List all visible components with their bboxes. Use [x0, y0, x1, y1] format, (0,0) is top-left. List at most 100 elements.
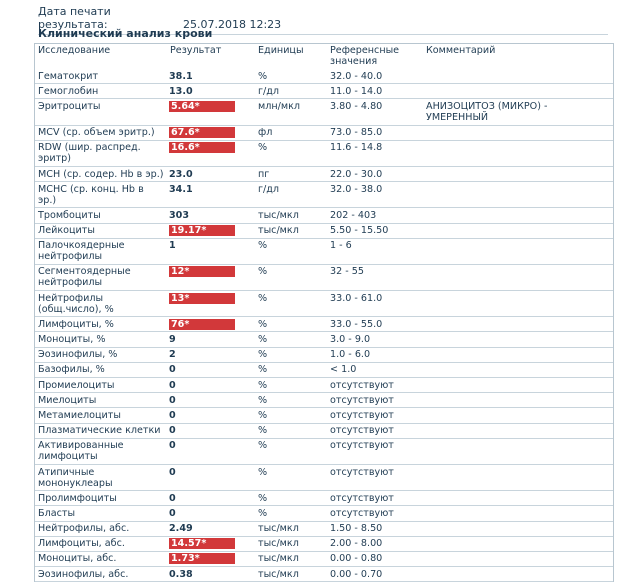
table-row: Лимфоциты, абс. 14.57* тыс/мкл 2.00 - 8.00 [35, 536, 613, 552]
column-header: Единицы [258, 45, 304, 56]
comment [423, 464, 613, 492]
unit: % [255, 505, 327, 522]
table-row: Нейтрофилы, абс. 2.49 тыс/мкл 1.50 - 8.50 [35, 521, 613, 537]
test-name: RDW (шир. распред. эритр) [35, 140, 167, 167]
reference: отсутствуют [327, 377, 423, 394]
result-cell: 0 [167, 362, 255, 379]
unit: % [255, 347, 327, 363]
reference: 22.0 - 30.0 [327, 166, 423, 183]
result-cell: 0 [167, 438, 255, 465]
result-cell: 0.38 [167, 566, 255, 582]
reference: отсутствуют [327, 505, 423, 522]
test-name: Нейтрофилы (общ.число), % [35, 290, 167, 318]
reference: 32.0 - 38.0 [327, 181, 423, 209]
table: Исследование Результат Единицы Референсные … [35, 44, 613, 582]
page: Дата печати результата: 25.07.2018 12:23 … [34, 5, 614, 582]
test-name: Пролимфоциты [35, 490, 167, 507]
column-header: Исследование [38, 45, 111, 56]
test-name: Гемоглобин [35, 83, 167, 100]
result-cell: 23.0 [167, 166, 255, 183]
unit: г/дл [255, 83, 327, 100]
comment [423, 166, 613, 183]
test-name: Базофилы, % [35, 362, 167, 379]
comment [423, 83, 613, 100]
test-name: Палочкоядерные нейтрофилы [35, 238, 167, 265]
table-row: Гемоглобин 13.0 г/дл 11.0 - 14.0 [35, 83, 613, 100]
result: 0.38 [169, 568, 193, 580]
result: 0 [169, 466, 176, 478]
reference: 5.50 - 15.50 [327, 223, 423, 239]
test-name: Моноциты, % [35, 331, 167, 348]
result-cell: 19.17* [167, 223, 255, 239]
comment [423, 316, 613, 333]
test-name: Эритроциты [35, 98, 167, 126]
result-cell: 1.73* [167, 551, 255, 568]
comment [423, 392, 613, 409]
test-name: Атипичные мононуклеары [35, 464, 167, 492]
reference: 1 - 6 [327, 238, 423, 265]
test-name: Миелоциты [35, 392, 167, 409]
comment [423, 438, 613, 465]
result-cell: 14.57* [167, 536, 255, 552]
result-cell: 303 [167, 207, 255, 224]
test-name: Сегментоядерные нейтрофилы [35, 264, 167, 292]
table-row: Метамиелоциты 0% отсутствуют [35, 407, 613, 424]
table-row: Промиелоциты 0% отсутствуют [35, 377, 613, 394]
unit: % [255, 407, 327, 424]
unit: тыс/мкл [255, 207, 327, 224]
reference: 32 - 55 [327, 264, 423, 292]
unit: % [255, 69, 327, 85]
reference: отсутствуют [327, 423, 423, 439]
test-name: Лимфоциты, % [35, 316, 167, 333]
comment [423, 264, 613, 292]
unit: фл [255, 125, 327, 141]
comment [423, 536, 613, 552]
result: 0 [169, 507, 176, 519]
comment [423, 331, 613, 348]
unit: % [255, 362, 327, 379]
test-name: MCH (ср. содер. Hb в эр.) [35, 166, 167, 183]
results-table: Исследование Результат Единицы Референсные … [34, 43, 614, 582]
reference: отсутствуют [327, 490, 423, 507]
result-cell: 0 [167, 407, 255, 424]
result: 1 [169, 240, 176, 252]
unit: % [255, 140, 327, 167]
test-name: MCHC (ср. конц. Hb в эр.) [35, 181, 167, 209]
unit: % [255, 377, 327, 394]
result-cell: 12* [167, 264, 255, 292]
comment [423, 490, 613, 507]
abnormal-result: 5.64* [169, 100, 235, 112]
unit: % [255, 264, 327, 292]
result: 303 [169, 209, 190, 221]
reference: отсутствуют [327, 392, 423, 409]
header-row: Исследование Результат Единицы Референсные … [35, 44, 613, 69]
comment [423, 505, 613, 522]
comment [423, 181, 613, 209]
abnormal-result: 16.6* [169, 142, 235, 154]
test-name: Лимфоциты, абс. [35, 536, 167, 552]
result-cell: 2 [167, 347, 255, 363]
table-row: Моноциты, абс. 1.73* тыс/мкл 0.00 - 0.80 [35, 551, 613, 568]
table-row: Пролимфоциты 0% отсутствуют [35, 490, 613, 507]
result: 23.0 [169, 168, 193, 180]
test-name: Плазматические клетки [35, 423, 167, 439]
date-label: Дата печати результата: [38, 5, 111, 31]
table-row: Активированные лимфоциты 0% отсутствуют [35, 438, 613, 465]
unit: % [255, 464, 327, 492]
result: 0 [169, 425, 176, 437]
reference: 3.0 - 9.0 [327, 331, 423, 348]
reference: отсутствуют [327, 407, 423, 424]
comment [423, 347, 613, 363]
result-cell: 16.6* [167, 140, 255, 167]
reference: 11.0 - 14.0 [327, 83, 423, 100]
reference: < 1.0 [327, 362, 423, 379]
reference: 3.80 - 4.80 [327, 98, 423, 126]
result-cell: 9 [167, 331, 255, 348]
result-cell: 0 [167, 464, 255, 492]
unit: % [255, 316, 327, 333]
comment [423, 238, 613, 265]
comment [423, 407, 613, 424]
unit: пг [255, 166, 327, 183]
result: 0 [169, 440, 176, 452]
test-name: Активированные лимфоциты [35, 438, 167, 465]
